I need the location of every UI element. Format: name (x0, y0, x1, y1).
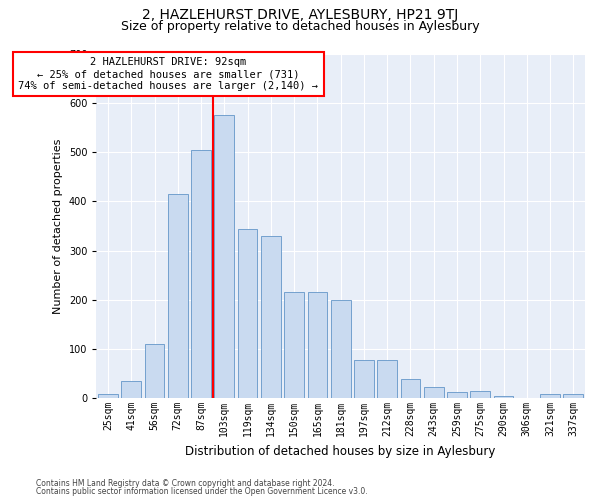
Text: 2, HAZLEHURST DRIVE, AYLESBURY, HP21 9TJ: 2, HAZLEHURST DRIVE, AYLESBURY, HP21 9TJ (142, 8, 458, 22)
Bar (540, 394, 560, 398)
Bar (191, 150, 211, 398)
Text: Contains public sector information licensed under the Open Government Licence v3: Contains public sector information licen… (36, 487, 368, 496)
Bar (447, 392, 467, 398)
Bar (145, 344, 164, 398)
Bar (377, 360, 397, 398)
Bar (308, 292, 327, 398)
Bar (563, 394, 583, 398)
Bar (261, 236, 281, 398)
Bar (470, 391, 490, 398)
Text: Size of property relative to detached houses in Aylesbury: Size of property relative to detached ho… (121, 20, 479, 33)
Bar (168, 194, 188, 398)
Bar (424, 388, 443, 398)
Text: 2 HAZLEHURST DRIVE: 92sqm
← 25% of detached houses are smaller (731)
74% of semi: 2 HAZLEHURST DRIVE: 92sqm ← 25% of detac… (19, 58, 319, 90)
Bar (354, 360, 374, 398)
Y-axis label: Number of detached properties: Number of detached properties (53, 138, 63, 314)
Bar (494, 396, 514, 398)
X-axis label: Distribution of detached houses by size in Aylesbury: Distribution of detached houses by size … (185, 444, 496, 458)
Bar (238, 228, 257, 398)
Bar (401, 380, 421, 398)
Bar (284, 292, 304, 398)
Bar (214, 116, 234, 398)
Text: Contains HM Land Registry data © Crown copyright and database right 2024.: Contains HM Land Registry data © Crown c… (36, 478, 335, 488)
Bar (98, 394, 118, 398)
Bar (121, 381, 141, 398)
Bar (331, 300, 350, 398)
